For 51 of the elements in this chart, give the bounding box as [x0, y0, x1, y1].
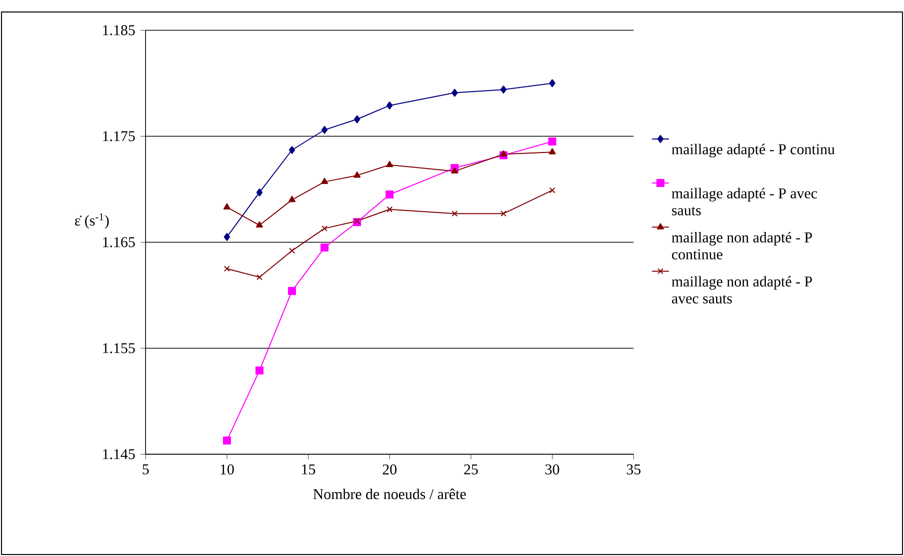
- point: [452, 88, 458, 97]
- point: [320, 244, 329, 252]
- point: [548, 148, 556, 154]
- point: [256, 221, 263, 228]
- y-tick-label: 1.165: [103, 237, 135, 248]
- point: [549, 79, 556, 88]
- point: [224, 266, 230, 272]
- point: [256, 188, 263, 196]
- legend-label: maillage non adapté - P avec sauts: [672, 276, 812, 304]
- point: [255, 366, 264, 374]
- point: [321, 178, 328, 184]
- point: [322, 225, 328, 232]
- point: [549, 187, 556, 194]
- x-tick-label: 5: [142, 464, 149, 474]
- point: [386, 101, 393, 110]
- point: [386, 160, 394, 168]
- x-tick-label: 10: [220, 464, 234, 474]
- x-tick-label: 30: [546, 464, 560, 474]
- point: [354, 115, 360, 124]
- point: [222, 436, 231, 444]
- y-tick-label: 1.155: [103, 343, 135, 354]
- point: [452, 210, 458, 217]
- point: [288, 286, 296, 295]
- y-tick-label: 1.145: [103, 449, 135, 460]
- legend-label: maillage non adapté - P continue: [672, 232, 812, 260]
- x-tick-label: 20: [382, 464, 397, 474]
- point: [500, 150, 507, 156]
- point: [256, 274, 262, 280]
- point: [289, 248, 295, 254]
- legend-label: maillage adapté - P avec sauts: [672, 188, 818, 216]
- x-tick-label: 35: [626, 464, 640, 474]
- x-tick-label: 25: [464, 464, 478, 474]
- point: [548, 138, 556, 146]
- x-tick-label: 15: [302, 464, 316, 474]
- point: [224, 232, 230, 241]
- point: [451, 167, 458, 174]
- point: [500, 86, 507, 94]
- point: [321, 126, 328, 134]
- y-tick-label: 1.175: [103, 131, 135, 142]
- y-tick-label: 1.185: [103, 25, 135, 36]
- point: [500, 210, 506, 217]
- point: [288, 146, 296, 154]
- point: [386, 206, 393, 212]
- x-axis-title: Nombre de noeuds / arête: [313, 488, 466, 500]
- point: [288, 196, 296, 202]
- point: [386, 190, 394, 199]
- point: [223, 203, 230, 210]
- point: [354, 171, 361, 178]
- legend-label: maillage adapté - P continu: [672, 144, 835, 158]
- point: [354, 218, 360, 224]
- y-axis-title: ε̇ (s$^{-1}$): [75, 213, 109, 229]
